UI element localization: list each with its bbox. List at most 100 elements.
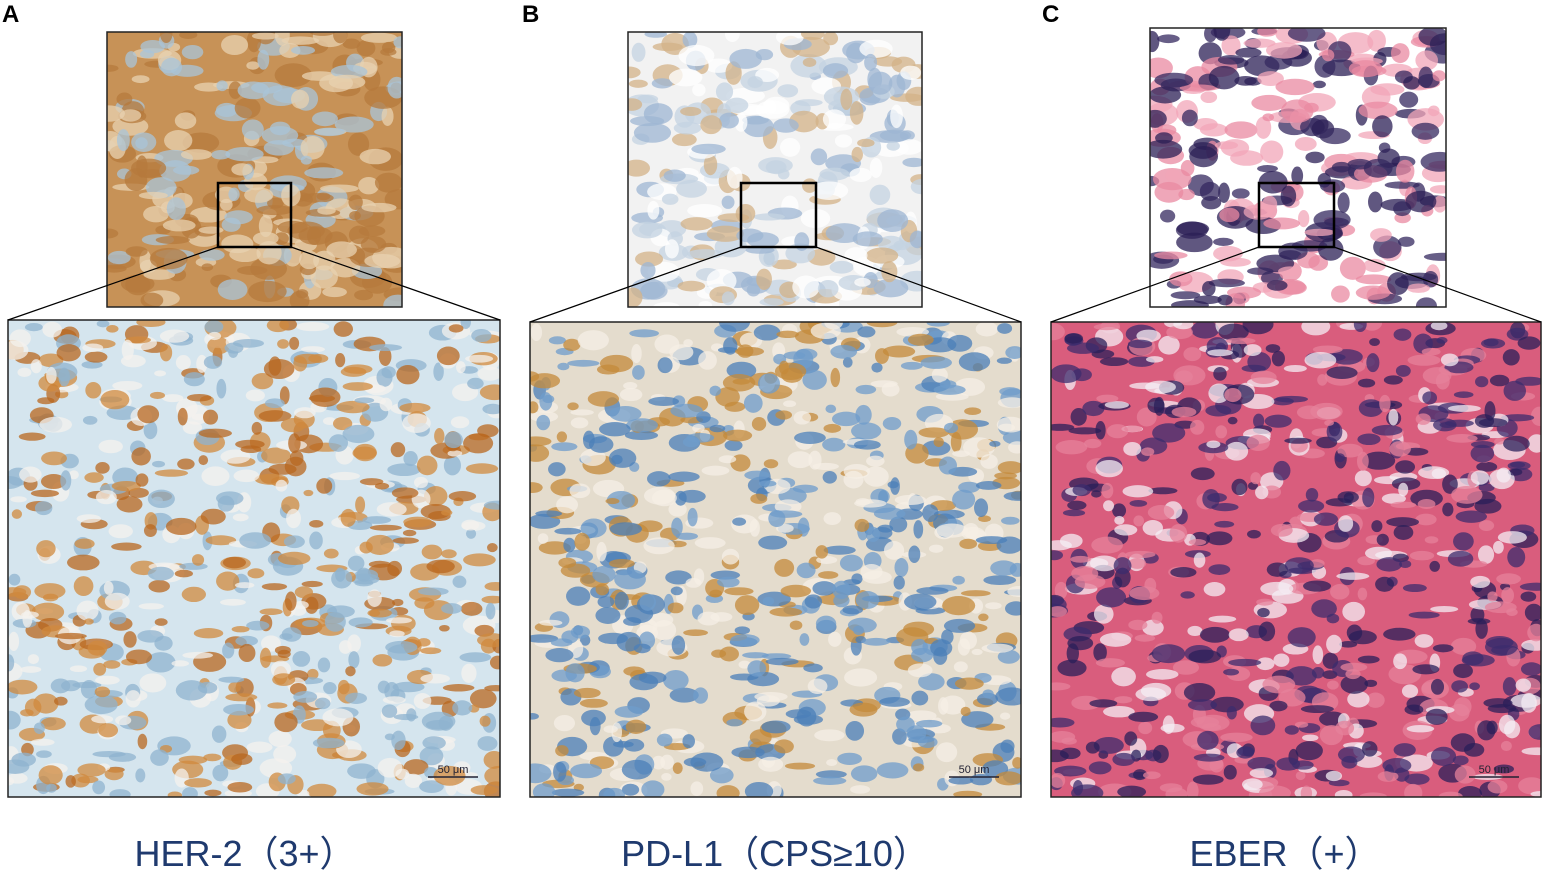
tissue-texture: [1193, 118, 1218, 131]
tissue-texture: [1151, 644, 1186, 664]
tissue-texture: [948, 776, 974, 785]
tissue-texture: [1429, 560, 1441, 572]
tissue-texture: [1340, 662, 1368, 672]
tissue-texture: [1308, 255, 1329, 271]
tissue-texture: [387, 560, 403, 577]
tissue-texture: [347, 763, 376, 779]
tissue-texture: [1353, 322, 1367, 332]
tissue-texture: [191, 554, 205, 566]
panel-letter: C: [1042, 1, 1059, 28]
tissue-texture: [1405, 190, 1437, 213]
tissue-texture: [621, 759, 653, 780]
tissue-texture: [928, 544, 944, 553]
tissue-texture: [804, 594, 823, 609]
tissue-texture: [1451, 486, 1483, 504]
tissue-texture: [644, 32, 667, 38]
tissue-texture: [1138, 721, 1153, 735]
tissue-texture: [1051, 773, 1066, 788]
tissue-texture: [378, 347, 392, 366]
tissue-texture: [384, 733, 395, 741]
tissue-texture: [246, 620, 270, 631]
tissue-texture: [147, 566, 174, 581]
tissue-texture: [686, 433, 715, 443]
tissue-texture: [926, 322, 950, 327]
tissue-texture: [225, 146, 264, 162]
tissue-texture: [160, 32, 173, 44]
tissue-texture: [76, 514, 102, 523]
tissue-texture: [1345, 669, 1361, 680]
tissue-texture: [654, 334, 680, 354]
tissue-texture: [294, 586, 314, 599]
tissue-texture: [277, 339, 289, 349]
tissue-texture: [1190, 419, 1205, 435]
tissue-texture: [793, 410, 812, 425]
tissue-texture: [1312, 80, 1326, 89]
tissue-texture: [652, 42, 683, 52]
tissue-texture: [643, 486, 676, 505]
tissue-texture: [567, 359, 600, 367]
tissue-texture: [8, 340, 29, 360]
tissue-texture: [597, 595, 615, 608]
tissue-texture: [1129, 586, 1160, 601]
tissue-texture: [995, 771, 1021, 786]
tissue-texture: [1284, 725, 1299, 735]
tissue-texture: [693, 687, 709, 704]
tissue-texture: [31, 602, 65, 622]
tissue-texture: [777, 84, 799, 98]
tissue-texture: [77, 775, 99, 784]
tissue-texture: [608, 559, 635, 569]
tissue-texture: [92, 780, 106, 795]
tissue-texture: [624, 430, 659, 440]
tissue-texture: [1175, 370, 1193, 383]
tissue-texture: [367, 608, 392, 618]
tissue-texture: [1418, 66, 1434, 89]
tissue-texture: [894, 558, 909, 578]
tissue-texture: [470, 785, 498, 796]
tissue-texture: [300, 346, 325, 353]
tissue-texture: [1251, 94, 1287, 112]
tissue-texture: [595, 607, 621, 624]
tissue-texture: [1362, 741, 1378, 757]
tissue-texture: [1128, 711, 1159, 723]
tissue-texture: [1214, 141, 1239, 150]
tissue-texture: [774, 739, 794, 754]
tissue-texture: [330, 64, 368, 79]
tissue-texture: [342, 38, 361, 49]
tissue-texture: [183, 372, 205, 387]
tissue-texture: [77, 763, 106, 777]
tissue-texture: [830, 344, 858, 359]
tissue-texture: [1483, 698, 1513, 708]
tissue-texture: [1342, 601, 1366, 622]
tissue-texture: [1337, 491, 1359, 504]
tissue-texture: [792, 275, 820, 299]
micrograph-frame: [1050, 321, 1542, 798]
tissue-texture: [958, 352, 991, 372]
tissue-texture: [1493, 540, 1504, 554]
tissue-texture: [38, 765, 63, 785]
tissue-texture: [390, 442, 406, 458]
tissue-texture: [1284, 557, 1314, 574]
tissue-texture: [1000, 739, 1015, 753]
tissue-texture: [135, 473, 149, 487]
tissue-texture: [1271, 350, 1285, 367]
tissue-texture: [1487, 780, 1508, 794]
tissue-texture: [143, 524, 157, 538]
tissue-texture: [1158, 335, 1180, 355]
tissue-texture: [822, 63, 849, 79]
tissue-texture: [244, 187, 274, 203]
tissue-texture: [73, 576, 94, 597]
tissue-texture: [1208, 383, 1230, 404]
tissue-texture: [1266, 562, 1289, 577]
tissue-texture: [361, 202, 397, 213]
tissue-texture: [1303, 580, 1332, 592]
tissue-texture: [763, 459, 779, 469]
tissue-texture: [1362, 487, 1375, 508]
tissue-texture: [1340, 674, 1368, 694]
tissue-texture: [1478, 418, 1508, 428]
tissue-texture: [1264, 414, 1292, 428]
tissue-texture: [855, 384, 877, 395]
tissue-texture: [232, 338, 265, 348]
tissue-texture: [558, 557, 577, 568]
tissue-texture: [247, 568, 265, 579]
tissue-texture: [734, 346, 765, 356]
